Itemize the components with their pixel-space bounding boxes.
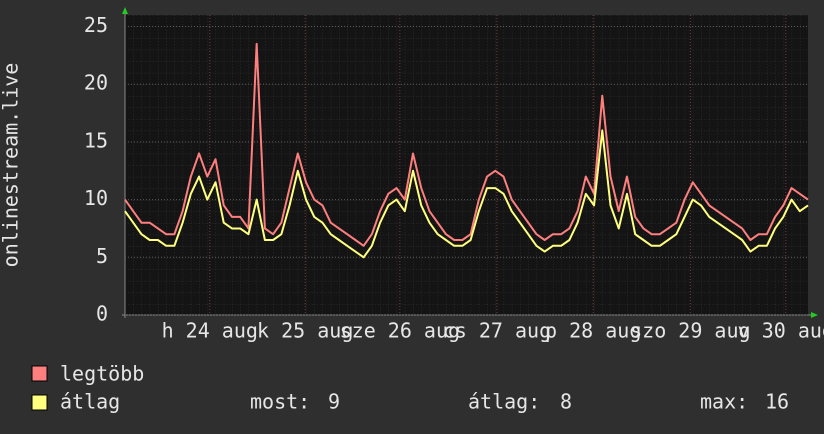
x-tick-label: cs 27 aug (443, 319, 551, 343)
stat-value: 9 (328, 390, 340, 414)
stat-value: 8 (560, 390, 572, 414)
plot (124, 15, 809, 316)
stat-label: most: (250, 390, 310, 414)
y-tick-label: 15 (84, 128, 108, 152)
minor-grid (125, 15, 808, 315)
x-tick-label: p 28 aug (545, 319, 641, 343)
x-tick-label: szo 29 aug (630, 319, 750, 343)
legend-label: átlag (60, 390, 120, 414)
stat-label: max: (700, 390, 748, 414)
legend-label: legtöbb (60, 362, 144, 386)
y-tick-label: 25 (84, 13, 108, 37)
stat-label: átlag: (468, 390, 540, 414)
x-tick-label: k 25 aug (257, 319, 353, 343)
stat-value: 16 (765, 390, 789, 414)
series-line (124, 129, 809, 259)
y-tick-label: 10 (84, 186, 108, 210)
y-tick-label: 0 (96, 302, 108, 326)
legend-swatch (31, 394, 48, 411)
y-axis-title: onlinestream.live (0, 63, 23, 268)
axis-arrow (811, 312, 818, 318)
x-tick-label: v 30 aug (738, 319, 824, 343)
series-line (124, 42, 809, 247)
x-tick-label: h 24 aug (162, 319, 258, 343)
y-tick-label: 20 (84, 71, 108, 95)
x-tick-label: sze 26 aug (340, 319, 460, 343)
legend-swatch (31, 365, 48, 382)
axis-arrow (122, 7, 128, 14)
y-tick-label: 5 (96, 244, 108, 268)
